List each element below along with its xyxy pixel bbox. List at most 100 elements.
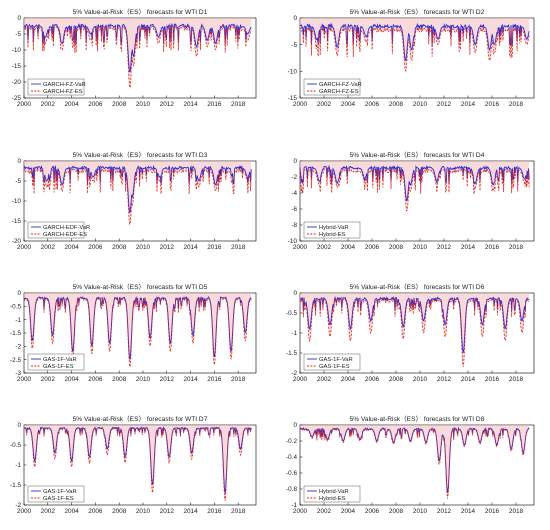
y-tick-label: -0.2 — [286, 438, 297, 445]
x-tick-label: 2006 — [88, 101, 103, 108]
x-tick-label: 2010 — [413, 376, 428, 383]
x-tick-label: 2000 — [17, 508, 32, 515]
legend-label: GARCH-EDF-ES — [43, 232, 87, 238]
y-tick-label: -1 — [291, 502, 297, 509]
chart-panel-1: 5% Value-at-Risk（ES） forecasts for WTI D… — [12, 8, 257, 108]
x-tick-label: 2010 — [413, 244, 428, 251]
legend — [27, 78, 85, 96]
y-tick-label: -6 — [291, 206, 297, 213]
chart-title: 5% Value-at-Risk（ES） forecasts for WTI D… — [73, 8, 208, 16]
legend-label: Hybrid-VaR — [319, 489, 349, 495]
x-tick-label: 2014 — [183, 244, 198, 251]
legend — [303, 78, 361, 96]
x-tick-label: 2018 — [231, 376, 246, 383]
y-tick-label: -5 — [291, 42, 297, 49]
x-tick-label: 2016 — [485, 244, 500, 251]
legend — [303, 353, 361, 371]
y-tick-label: -15 — [12, 218, 22, 225]
x-tick-label: 2014 — [183, 508, 198, 515]
es-shading — [24, 425, 252, 501]
series-line-es — [23, 297, 252, 368]
legend-label: GAS-1F-VaR — [43, 357, 77, 363]
x-tick-label: 2016 — [207, 376, 222, 383]
series-line-es — [299, 26, 530, 73]
series-line-var — [299, 164, 530, 202]
x-tick-label: 2000 — [17, 376, 32, 383]
y-tick-label: -0.6 — [286, 470, 297, 477]
legend-label: Hybrid-ES — [319, 232, 346, 238]
x-tick-label: 2014 — [461, 508, 476, 515]
x-tick-label: 2012 — [160, 376, 175, 383]
y-tick-label: -1.5 — [10, 330, 21, 337]
y-tick-label: -3 — [15, 370, 21, 377]
chart-panel-6: 5% Value-at-Risk（ES） forecasts for WTI D… — [286, 283, 535, 383]
x-tick-label: 2010 — [413, 101, 428, 108]
x-tick-label: 2016 — [485, 376, 500, 383]
y-tick-label: -15 — [288, 95, 298, 102]
x-tick-label: 2010 — [136, 244, 151, 251]
x-tick-label: 2018 — [509, 508, 524, 515]
chart-title: 5% Value-at-Risk（ES） forecasts for WTI D… — [73, 415, 208, 423]
x-tick-label: 2004 — [341, 376, 356, 383]
y-tick-label: -1.5 — [286, 350, 297, 357]
y-tick-label: -1 — [15, 462, 21, 469]
x-tick-label: 2010 — [136, 101, 151, 108]
es-shading — [300, 161, 530, 211]
y-tick-label: -2 — [291, 174, 297, 181]
x-tick-label: 2016 — [485, 508, 500, 515]
x-tick-label: 2008 — [112, 376, 127, 383]
chart-title: 5% Value-at-Risk（ES） forecasts for WTI D… — [73, 151, 208, 159]
x-tick-label: 2000 — [293, 244, 308, 251]
series-line-var — [23, 22, 252, 73]
x-tick-label: 2018 — [509, 376, 524, 383]
legend-label: GAS-1F-VaR — [319, 357, 353, 363]
chart-panel-2: 5% Value-at-Risk（ES） forecasts for WTI D… — [288, 8, 535, 108]
y-tick-label: 0 — [293, 15, 297, 22]
series-line-es — [299, 297, 530, 368]
y-tick-label: -20 — [12, 238, 22, 245]
y-tick-label: -0.5 — [10, 442, 21, 449]
series-line-es — [23, 24, 252, 89]
y-tick-label: -5 — [15, 178, 21, 185]
x-tick-label: 2018 — [231, 244, 246, 251]
es-shading — [300, 18, 530, 71]
chart-title: 5% Value-at-Risk（ES） forecasts for WTI D… — [350, 283, 485, 291]
chart-panel-4: 5% Value-at-Risk（ES） forecasts for WTI D… — [288, 151, 535, 251]
x-tick-label: 2012 — [437, 508, 452, 515]
y-tick-label: -0.4 — [286, 454, 297, 461]
x-tick-label: 2014 — [461, 101, 476, 108]
legend — [303, 221, 361, 239]
y-tick-label: -15 — [12, 63, 22, 70]
x-tick-label: 2000 — [293, 376, 308, 383]
chart-panel-5: 5% Value-at-Risk（ES） forecasts for WTI D… — [10, 283, 257, 383]
y-tick-label: -1 — [291, 330, 297, 337]
legend — [27, 221, 85, 239]
y-tick-label: -2 — [15, 344, 21, 351]
x-tick-label: 2006 — [88, 244, 103, 251]
chart-title: 5% Value-at-Risk（ES） forecasts for WTI D… — [350, 415, 485, 423]
x-tick-label: 2000 — [17, 101, 32, 108]
legend — [27, 353, 85, 371]
y-tick-label: 0 — [17, 290, 21, 297]
chart-title: 5% Value-at-Risk（ES） forecasts for WTI D… — [350, 8, 485, 16]
x-tick-label: 2004 — [64, 508, 79, 515]
x-tick-label: 2002 — [41, 244, 56, 251]
x-tick-label: 2010 — [413, 508, 428, 515]
es-shading — [24, 293, 252, 367]
chart-title: 5% Value-at-Risk（ES） forecasts for WTI D… — [73, 283, 208, 291]
y-tick-label: -0.5 — [286, 310, 297, 317]
x-tick-label: 2010 — [136, 376, 151, 383]
x-tick-label: 2008 — [112, 508, 127, 515]
x-tick-label: 2002 — [41, 101, 56, 108]
x-tick-label: 2018 — [509, 244, 524, 251]
x-tick-label: 2010 — [136, 508, 151, 515]
legend-label: GAS-1F-ES — [43, 364, 74, 370]
x-tick-label: 2006 — [365, 244, 380, 251]
x-tick-label: 2006 — [365, 376, 380, 383]
es-shading — [300, 293, 530, 367]
x-tick-label: 2002 — [317, 101, 332, 108]
y-tick-label: -10 — [288, 69, 298, 76]
x-tick-label: 2016 — [485, 101, 500, 108]
legend — [27, 485, 85, 503]
legend-label: GARCH-FZ-VaR — [43, 82, 86, 88]
